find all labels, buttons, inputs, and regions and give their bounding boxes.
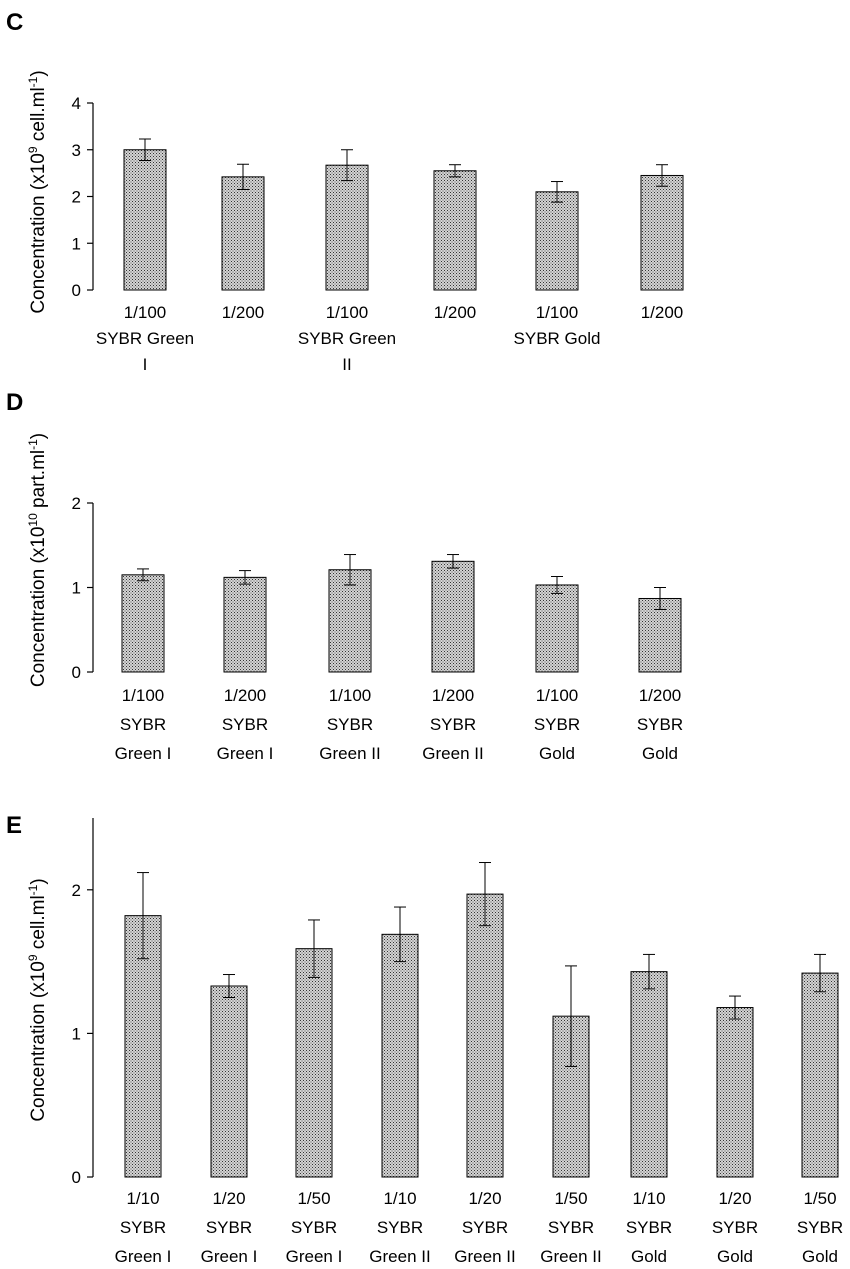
chart-panel-e: E 0 1 2 1/10 SYBR Green I 1/20 SYBR Green I 1/50 SY… [6, 812, 843, 1266]
bar [431, 560, 475, 673]
category-label: Gold [802, 1247, 838, 1266]
category-label: 1/100 [329, 686, 372, 705]
panel-letter: E [6, 812, 22, 839]
y-axis-label: Concentration (x109 cell.ml-1) [26, 70, 49, 313]
category-label: 1/200 [434, 303, 477, 322]
category-label: 1/100 [124, 303, 167, 322]
bar [535, 191, 579, 291]
category-label: SYBR Gold [514, 329, 601, 348]
category-label: SYBR [430, 715, 476, 734]
category-label: SYBR [291, 1218, 337, 1237]
bar [630, 971, 668, 1178]
category-label: 1/200 [432, 686, 475, 705]
y-tick-label: 0 [72, 281, 81, 300]
bar [221, 176, 265, 291]
category-label: 1/100 [122, 686, 165, 705]
bar [295, 948, 333, 1178]
category-label: 1/50 [803, 1189, 836, 1208]
category-label: 1/20 [212, 1189, 245, 1208]
y-tick-label: 2 [72, 494, 81, 513]
category-label: SYBR Green [96, 329, 194, 348]
category-label: SYBR [534, 715, 580, 734]
category-label: 1/50 [297, 1189, 330, 1208]
category-label: 1/20 [718, 1189, 751, 1208]
category-label: SYBR [637, 715, 683, 734]
category-label: Green I [286, 1247, 343, 1266]
category-label: II [342, 355, 351, 374]
category-label: SYBR [548, 1218, 594, 1237]
bar [640, 174, 684, 291]
category-label: SYBR Green [298, 329, 396, 348]
category-label: SYBR [120, 1218, 166, 1237]
category-label: Gold [717, 1247, 753, 1266]
bar [121, 574, 165, 673]
bar [433, 170, 477, 291]
category-label: SYBR [712, 1218, 758, 1237]
panel-letter: D [6, 389, 23, 416]
category-label: SYBR [222, 715, 268, 734]
category-label: Green I [115, 1247, 172, 1266]
bar [325, 164, 369, 291]
category-label: SYBR [120, 715, 166, 734]
y-tick-label: 3 [72, 141, 81, 160]
category-label: Green I [217, 744, 274, 763]
category-label: 1/200 [641, 303, 684, 322]
category-label: 1/50 [554, 1189, 587, 1208]
category-label: 1/100 [536, 303, 579, 322]
category-label: 1/10 [383, 1189, 416, 1208]
category-label: Green II [422, 744, 483, 763]
category-label: Green I [201, 1247, 258, 1266]
category-label: SYBR [327, 715, 373, 734]
category-label: Gold [631, 1247, 667, 1266]
category-label: SYBR [206, 1218, 252, 1237]
category-label: 1/200 [224, 686, 267, 705]
category-label: 1/10 [126, 1189, 159, 1208]
bar [716, 1007, 754, 1178]
bar [638, 597, 682, 673]
category-label: Green II [540, 1247, 601, 1266]
y-axis-label: Concentration (x109 cell.ml-1) [26, 878, 49, 1121]
y-tick-label: 2 [72, 188, 81, 207]
chart-panel-c: C 0 1 2 3 4 1/100 SYBR Green I 1/200 1/100 SYBR Gre… [6, 9, 684, 374]
y-tick-label: 1 [72, 579, 81, 598]
y-axis-label: Concentration (x1010 part.ml-1) [26, 433, 49, 687]
bar [123, 149, 167, 291]
y-tick-label: 1 [72, 234, 81, 253]
bar [223, 576, 267, 673]
category-label: I [143, 355, 148, 374]
category-label: 1/100 [326, 303, 369, 322]
category-label: 1/10 [632, 1189, 665, 1208]
category-label: Green II [369, 1247, 430, 1266]
bar [466, 893, 504, 1178]
category-label: SYBR [797, 1218, 843, 1237]
y-tick-label: 2 [72, 881, 81, 900]
category-label: SYBR [462, 1218, 508, 1237]
bar [535, 584, 579, 673]
y-tick-label: 1 [72, 1024, 81, 1043]
bar [801, 972, 839, 1178]
category-label: Green II [319, 744, 380, 763]
panel-letter: C [6, 9, 23, 36]
category-label: 1/200 [639, 686, 682, 705]
bar [381, 933, 419, 1178]
category-label: 1/100 [536, 686, 579, 705]
y-tick-label: 0 [72, 663, 81, 682]
chart-panel-d: D 0 1 2 1/100 SYBR Green I 1/200 SYBR Green I 1/10… [6, 389, 683, 763]
category-label: Green II [454, 1247, 515, 1266]
category-label: SYBR [377, 1218, 423, 1237]
bar [210, 985, 248, 1178]
category-label: Gold [539, 744, 575, 763]
category-label: Gold [642, 744, 678, 763]
category-label: 1/200 [222, 303, 265, 322]
y-tick-label: 4 [72, 94, 81, 113]
category-label: 1/20 [468, 1189, 501, 1208]
y-tick-label: 0 [72, 1168, 81, 1187]
category-label: SYBR [626, 1218, 672, 1237]
category-label: Green I [115, 744, 172, 763]
